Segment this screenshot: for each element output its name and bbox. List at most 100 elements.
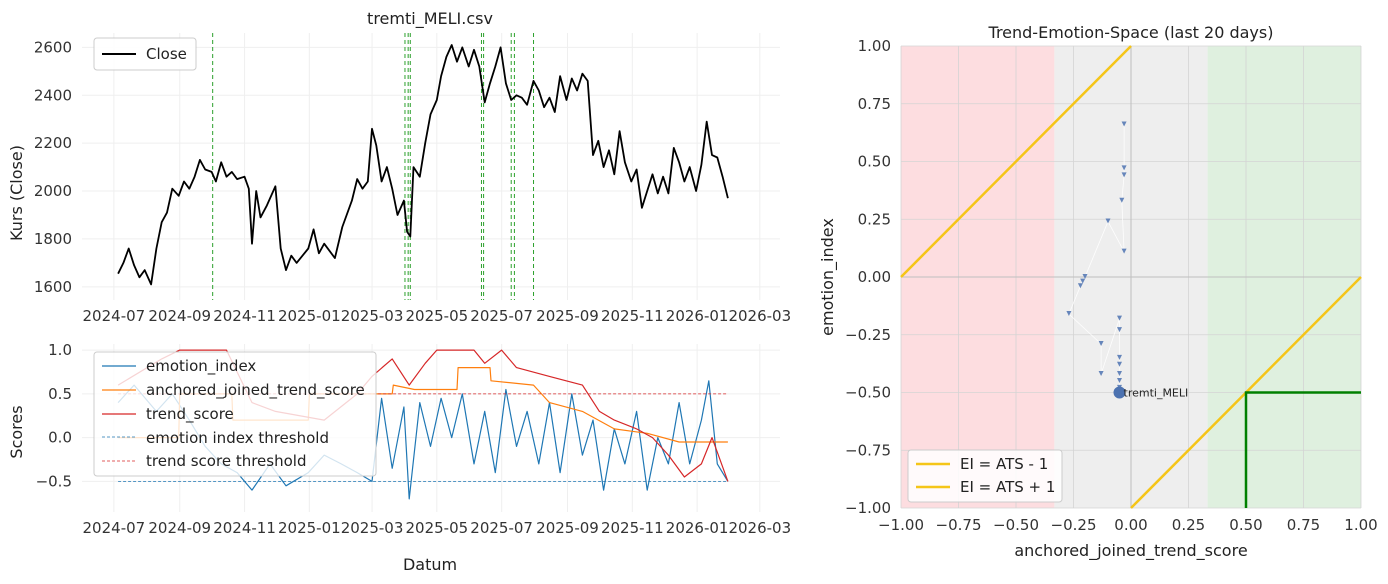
x-tick-label: 2025-11 [601, 307, 664, 325]
x-tick-label: 2024-07 [83, 519, 146, 537]
y-tick-label: 2000 [34, 182, 72, 200]
x-tick-label: −1.00 [878, 516, 924, 534]
x-tick-label: −0.50 [993, 516, 1039, 534]
trail-point [1098, 340, 1104, 346]
y-tick-label: 0.75 [858, 95, 891, 113]
trail-point [1119, 197, 1125, 203]
legend-box [93, 351, 377, 477]
scores-chart-tick-labels: 2024-07 2024-09 2024-11 2025-01 2025-03 2025-… [36, 341, 792, 537]
legend-label-anchored-joined-trend-score: anchored_joined_trend_score [146, 381, 365, 400]
y-tick-label: 0.50 [858, 153, 891, 171]
trend-emotion-space-chart: tremti_MELI −1.00−1.00 −0.75 −0.75 −0.50 −0.… [818, 23, 1378, 561]
trail-point [1082, 274, 1088, 279]
y-tick-label: 2400 [34, 86, 72, 104]
current-position-label: tremti_MELI [1124, 387, 1189, 400]
space-chart-tick-labels: −1.00−1.00 −0.75 −0.75 −0.50 −0.50 −0.25 −0.25… [845, 37, 1378, 534]
y-tick-label: 2600 [34, 38, 72, 56]
trail-point [1121, 121, 1127, 127]
close-chart-legend: Close [93, 37, 197, 71]
trail-point [1080, 278, 1086, 284]
series-line-close [117, 44, 729, 286]
x-tick-label: 2025-09 [536, 519, 599, 537]
x-tick-label: 2025-03 [341, 519, 404, 537]
x-tick-label: 2025-05 [405, 519, 468, 537]
y-tick-label: 1800 [34, 230, 72, 248]
trail-point [1121, 172, 1127, 178]
x-tick-label: 2025-05 [405, 307, 468, 325]
legend-label-trend-score: trend_score [146, 405, 234, 424]
x-tick-label: 0.00 [1114, 516, 1147, 534]
signal-vertical-lines [212, 33, 535, 300]
y-tick-label: 1600 [34, 278, 72, 296]
x-tick-label: 2026-03 [728, 307, 791, 325]
trail-point [1117, 377, 1122, 383]
space-chart-y-axis-label: emotion_index [818, 218, 838, 336]
x-tick-label: 2026-01 [666, 307, 729, 325]
x-tick-label: 1.00 [1344, 516, 1377, 534]
legend-label-ei-ats-minus-1: EI = ATS - 1 [960, 455, 1048, 473]
y-tick-label: 0.00 [858, 268, 891, 286]
close-chart-title: tremti_MELI.csv [367, 9, 493, 29]
close-chart-y-axis-label: Kurs (Close) [7, 145, 26, 241]
x-tick-label: −0.25 [1051, 516, 1097, 534]
x-tick-label: 2024-11 [213, 307, 276, 325]
y-tick-label: 2200 [34, 134, 72, 152]
space-chart-legend: EI = ATS - 1 EI = ATS + 1 [907, 449, 1063, 503]
scores-chart-legend: emotion_index anchored_joined_trend_scor… [93, 351, 377, 477]
space-chart-x-axis-label: anchored_joined_trend_score [1014, 541, 1247, 561]
scores-chart: 2024-07 2024-09 2024-11 2025-01 2025-03 2025-… [7, 341, 791, 574]
x-tick-label: 2025-07 [470, 307, 533, 325]
space-chart-series: tremti_MELI [900, 45, 1362, 509]
x-tick-label: 0.25 [1172, 516, 1205, 534]
x-tick-label: 2025-11 [601, 519, 664, 537]
scores-chart-x-axis-label: Datum [403, 555, 457, 574]
x-tick-label: 2026-01 [666, 519, 729, 537]
close-price-chart: 2024-07 2024-09 2024-11 2025-01 2025-03 2025-… [7, 9, 791, 325]
x-tick-label: 2025-01 [278, 519, 341, 537]
x-tick-label: 2026-03 [728, 519, 791, 537]
legend-label-close: Close [146, 45, 187, 63]
trail-point [1117, 315, 1122, 321]
y-tick-label: 1.00 [858, 37, 891, 55]
y-tick-label: 1.0 [48, 341, 72, 359]
trail-point [1077, 283, 1083, 289]
y-tick-label: 0.0 [48, 429, 72, 447]
y-tick-label: −0.5 [36, 472, 72, 490]
x-tick-label: 2024-11 [213, 519, 276, 537]
trail-point [1121, 165, 1127, 171]
x-tick-label: 2025-07 [470, 519, 533, 537]
x-tick-label: −0.75 [936, 516, 982, 534]
legend-label-emotion-index-threshold: emotion index threshold [146, 429, 329, 447]
x-tick-label: 2025-01 [278, 307, 341, 325]
x-tick-label: 0.50 [1229, 516, 1262, 534]
trail-point [1117, 354, 1122, 360]
x-tick-label: 2024-09 [148, 519, 211, 537]
trail-point [1066, 310, 1072, 316]
x-tick-label: 2024-09 [148, 307, 211, 325]
y-tick-label: −1.00 [845, 499, 891, 517]
close-chart-gridlines [82, 33, 780, 300]
x-tick-label: 2025-09 [536, 307, 599, 325]
space-chart-title: Trend-Emotion-Space (last 20 days) [988, 23, 1274, 42]
trail-point [1105, 218, 1111, 224]
trail-point [1121, 248, 1127, 254]
trail-point [1117, 371, 1122, 377]
legend-label-ei-ats-plus-1: EI = ATS + 1 [960, 478, 1055, 496]
close-chart-tick-labels: 2024-07 2024-09 2024-11 2025-01 2025-03 2025-… [34, 38, 791, 325]
trail-point [1098, 371, 1104, 377]
space-chart-gridlines [900, 45, 1362, 509]
legend-label-trend-score-threshold: trend score threshold [146, 452, 306, 470]
close-chart-series [117, 44, 729, 286]
series-line-emotion-index [117, 380, 729, 500]
current-position-marker [1113, 386, 1126, 399]
x-tick-label: 2025-03 [341, 307, 404, 325]
y-tick-label: 0.5 [48, 385, 72, 403]
target-zone-outline [1244, 391, 1361, 508]
y-tick-label: −0.75 [845, 441, 891, 459]
boundary-line-ei-ats-1 [900, 45, 1132, 278]
legend-box [93, 37, 197, 71]
x-tick-label: 2024-07 [83, 307, 146, 325]
y-tick-label: 0.25 [858, 210, 891, 228]
legend-label-emotion-index: emotion_index [146, 357, 256, 376]
